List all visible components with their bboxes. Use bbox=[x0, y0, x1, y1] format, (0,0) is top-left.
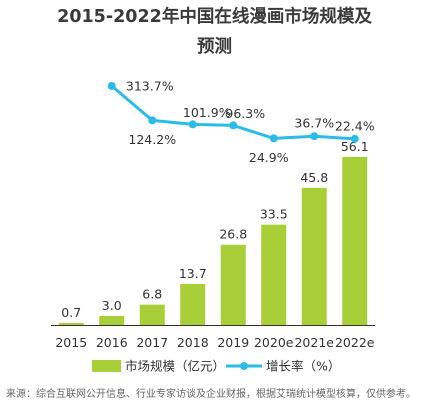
bar-series: 0.7 3.0 6.8 13.7 26.8 33.5 45.8 56.1 bbox=[58, 139, 369, 325]
bar-value-label: 56.1 bbox=[341, 139, 369, 154]
bar-value-label: 0.7 bbox=[61, 305, 81, 320]
bar-2021e bbox=[301, 187, 327, 325]
growth-rate-label: 22.4% bbox=[335, 118, 375, 133]
bar-2022e bbox=[342, 157, 368, 325]
bar-value-label: 45.8 bbox=[300, 170, 328, 185]
growth-rate-point bbox=[107, 81, 116, 90]
x-axis-tick-labels: 2015 2016 2017 2018 2019 2020e 2021e 2022e bbox=[55, 335, 374, 350]
chart-title-line-2: 预测 bbox=[197, 37, 232, 57]
x-tick-label: 2019 bbox=[217, 335, 249, 350]
bar-2019 bbox=[220, 244, 246, 325]
x-tick-label: 2015 bbox=[55, 335, 87, 350]
bar-2015 bbox=[58, 322, 84, 325]
x-tick-label: 2021e bbox=[294, 335, 334, 350]
bar-value-label: 6.8 bbox=[142, 287, 162, 302]
growth-rate-label: 124.2% bbox=[128, 132, 176, 147]
legend-line-label: 增长率（%） bbox=[266, 359, 340, 374]
x-tick-label: 2017 bbox=[136, 335, 168, 350]
source-note: 来源：综合互联网公开信息、行业专家访谈及企业财报，根据艾瑞统计模型核算，仅供参考… bbox=[6, 389, 416, 400]
bar-value-label: 13.7 bbox=[179, 266, 207, 281]
legend-line-marker bbox=[240, 362, 248, 370]
growth-rate-point bbox=[269, 134, 278, 143]
growth-rate-point bbox=[148, 116, 157, 125]
growth-rate-label: 313.7% bbox=[126, 78, 174, 93]
growth-rate-label: 96.3% bbox=[225, 106, 265, 121]
growth-rate-point bbox=[310, 132, 319, 141]
growth-rate-point bbox=[350, 134, 359, 143]
growth-rate-points bbox=[107, 81, 359, 143]
growth-rate-label: 36.7% bbox=[294, 116, 334, 131]
growth-rate-point bbox=[188, 120, 197, 129]
bar-2017 bbox=[139, 304, 165, 325]
bar-value-label: 3.0 bbox=[102, 298, 122, 313]
bar-value-label: 26.8 bbox=[219, 227, 247, 242]
growth-rate-label: 24.9% bbox=[249, 150, 289, 165]
chart-title-line-1: 2015-2022年中国在线漫画市场规模及 bbox=[57, 7, 372, 27]
legend: 市场规模（亿元） 增长率（%） bbox=[92, 359, 340, 374]
growth-rate-label: 101.9% bbox=[183, 105, 231, 120]
x-tick-label: 2022e bbox=[335, 335, 375, 350]
growth-rate-point bbox=[229, 121, 238, 130]
legend-bar-label: 市场规模（亿元） bbox=[125, 359, 225, 374]
bar-2018 bbox=[180, 283, 206, 325]
legend-bar-swatch bbox=[92, 360, 121, 372]
x-tick-label: 2020e bbox=[254, 335, 294, 350]
bar-2020e bbox=[261, 224, 287, 325]
bar-value-label: 33.5 bbox=[260, 207, 288, 222]
bar-2016 bbox=[99, 316, 125, 325]
chart-title: 2015-2022年中国在线漫画市场规模及 预测 bbox=[0, 2, 429, 62]
x-tick-label: 2016 bbox=[96, 335, 128, 350]
growth-rate-labels: 313.7% 124.2% 101.9%96.3% 24.9% 36.7% 22.4% bbox=[126, 78, 375, 164]
x-tick-label: 2018 bbox=[177, 335, 209, 350]
